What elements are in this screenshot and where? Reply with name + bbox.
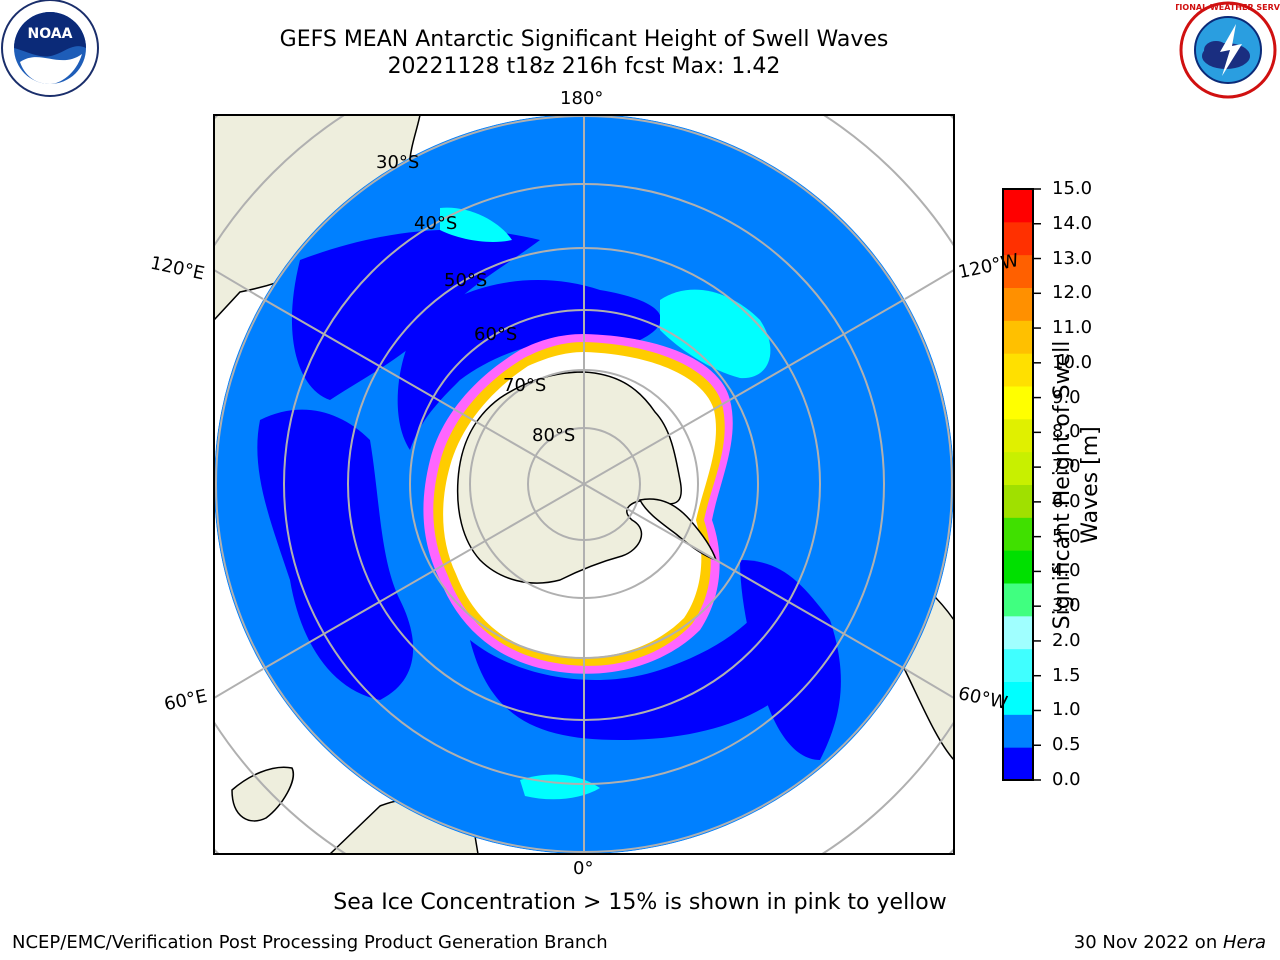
colorbar-segment <box>1003 648 1033 682</box>
colorbar-segment <box>1003 681 1033 715</box>
lat-label-80s: 80°S <box>532 425 576 446</box>
colorbar-segment <box>1003 418 1033 453</box>
noaa-logo-text: NOAA <box>28 26 73 42</box>
colorbar-segment <box>1003 550 1033 584</box>
chart-subtitle: 20221128 t18z 216h fcst Max: 1.42 <box>387 54 781 79</box>
colorbar-tick-label: 1.5 <box>1052 664 1081 686</box>
colorbar-tick-label: 7.0 <box>1052 456 1081 478</box>
colorbar-tick-label: 1.0 <box>1052 699 1081 721</box>
lat-label-50s: 50°S <box>444 270 488 291</box>
noaa-logo: NOAA <box>1 0 99 97</box>
colorbar-tick-label: 3.0 <box>1052 595 1081 617</box>
footer-credit: NCEP/EMC/Verification Post Processing Pr… <box>12 932 608 953</box>
colorbar-tick-label: 10.0 <box>1052 351 1093 373</box>
colorbar-segment <box>1003 386 1033 420</box>
footer-machine: Hera <box>1222 932 1266 953</box>
swell-patch-cyan <box>660 289 771 379</box>
colorbar-tick-label: 12.0 <box>1052 282 1093 304</box>
map-frame <box>213 114 955 855</box>
nws-logo-text: NATIONAL WEATHER SERVICE <box>1176 3 1280 12</box>
colorbar-segment <box>1003 615 1033 650</box>
lon-label-0: 0° <box>573 858 594 879</box>
colorbar-segment <box>1003 714 1033 748</box>
colorbar-tick-label: 13.0 <box>1052 247 1093 269</box>
colorbar-tick-label: 8.0 <box>1052 421 1081 443</box>
colorbar-segment <box>1003 221 1033 256</box>
colorbar-segment <box>1003 254 1033 288</box>
colorbar-segment <box>1003 189 1033 223</box>
colorbar-frame <box>1002 188 1034 781</box>
nws-logo: NATIONAL WEATHER SERVICE <box>1176 1 1280 99</box>
colorbar <box>1003 189 1033 781</box>
colorbar-segment <box>1003 353 1033 387</box>
low-swell-zone <box>470 580 811 740</box>
colorbar-segment <box>1003 320 1033 354</box>
low-swell-zone <box>397 280 661 450</box>
madagascar-land <box>231 766 295 822</box>
colorbar-tick-label: 5.0 <box>1052 525 1081 547</box>
colorbar-segment <box>1003 484 1033 518</box>
colorbar-tick-label: 2.0 <box>1052 629 1081 651</box>
chart-title: GEFS MEAN Antarctic Significant Height o… <box>279 27 889 52</box>
footer-date-text: 30 Nov 2022 on <box>1073 932 1223 953</box>
colorbar-segment <box>1003 583 1033 617</box>
footer-date: 30 Nov 2022 on Hera <box>1074 932 1266 953</box>
lat-label-30s: 30°S <box>376 152 420 173</box>
lat-label-60s: 60°S <box>474 324 518 345</box>
lat-label-70s: 70°S <box>503 375 547 396</box>
colorbar-label: Significant Height of Swell Waves [m] <box>1050 340 1103 630</box>
colorbar-tick-label: 0.5 <box>1052 734 1081 756</box>
colorbar-segment <box>1003 287 1033 321</box>
colorbar-tick-label: 4.0 <box>1052 560 1081 582</box>
sea-ice-caption: Sea Ice Concentration > 15% is shown in … <box>333 890 947 915</box>
colorbar-ticks <box>1033 188 1041 781</box>
colorbar-tick-label: 14.0 <box>1052 212 1093 234</box>
swell-patch-cyan <box>440 207 512 242</box>
lat-label-40s: 40°S <box>414 213 458 234</box>
colorbar-segment <box>1003 451 1033 485</box>
colorbar-tick-label: 0.0 <box>1052 769 1081 790</box>
low-swell-zone <box>257 409 414 700</box>
lon-label-180: 180° <box>560 88 604 109</box>
antarctica-land <box>456 371 682 584</box>
colorbar-tick-label: 6.0 <box>1052 490 1081 512</box>
colorbar-segment <box>1003 747 1033 781</box>
colorbar-tick-label: 9.0 <box>1052 386 1081 408</box>
colorbar-tick-label: 11.0 <box>1052 317 1093 339</box>
colorbar-segment <box>1003 517 1033 551</box>
colorbar-tick-label: 15.0 <box>1052 178 1093 199</box>
low-swell-zone <box>740 560 841 760</box>
